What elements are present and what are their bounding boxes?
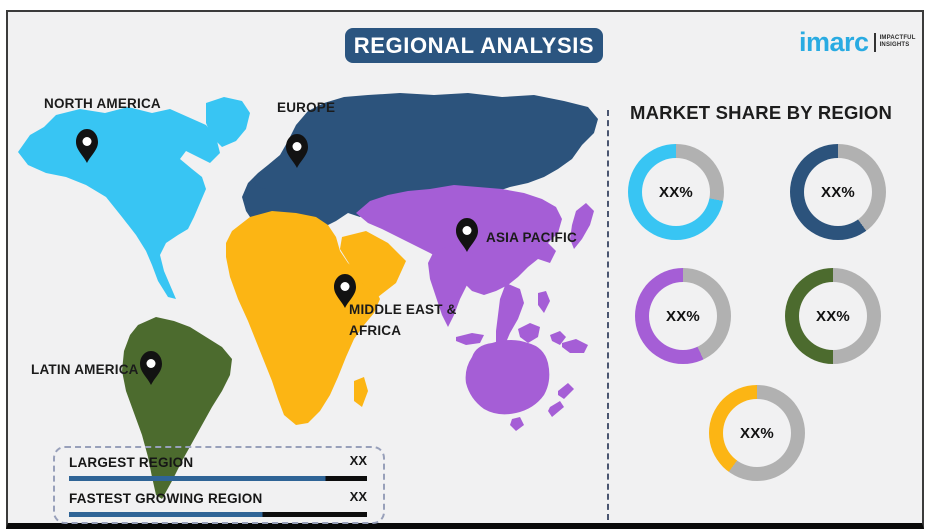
region-north-america (18, 107, 220, 299)
region-greenland (206, 97, 250, 147)
world-map (18, 93, 598, 499)
logo-tagline: IMPACTFUL INSIGHTS (879, 35, 916, 48)
logo-divider (873, 32, 876, 52)
donut-north-america: XX% (628, 144, 724, 240)
pin-north-america-icon (76, 129, 98, 163)
legend-row-fastest-growing-region: FASTEST GROWING REGION XX (69, 489, 367, 521)
donut-latin-america: XX% (785, 268, 881, 364)
region-australia (465, 340, 550, 415)
label-middle-east-africa: MIDDLE EAST & AFRICA (349, 302, 457, 338)
legend-row-largest-region: LARGEST REGION XX (69, 453, 367, 485)
pin-middle-east-africa-icon (334, 274, 356, 308)
map-pins (76, 129, 478, 385)
region-africa (226, 211, 380, 425)
label-asia-pacific: ASIA PACIFIC (486, 230, 577, 245)
page-title: REGIONAL ANALYSIS (353, 32, 595, 58)
region-new-zealand-south (548, 401, 564, 417)
panel-separator (607, 110, 609, 520)
donut-europe: XX% (790, 144, 886, 240)
donut-asia-pacific: XX% (635, 268, 731, 364)
pin-europe-icon (286, 134, 308, 168)
imarc-logo: imarc IMPACTFUL INSIGHTS (799, 27, 916, 57)
imarc-wordmark: imarc (799, 27, 869, 57)
pin-asia-pacific-icon (456, 218, 478, 252)
donut-value: XX% (821, 183, 855, 201)
donut-value: XX% (740, 424, 774, 442)
label-europe: EUROPE (277, 100, 336, 115)
donut-value: XX% (659, 183, 693, 201)
legend-value: XX (349, 453, 367, 468)
region-sulawesi (550, 331, 566, 345)
region-india (428, 245, 476, 327)
label-north-america: NORTH AMERICA (44, 96, 161, 111)
region-europe (242, 93, 598, 237)
region-borneo (518, 323, 540, 343)
region-uk (254, 171, 272, 189)
title-banner: REGIONAL ANALYSIS (345, 28, 603, 63)
legend-label: LARGEST REGION (69, 455, 194, 470)
region-sumatra (456, 333, 484, 345)
legend-bar-largest-region (69, 476, 367, 481)
region-new-zealand-north (558, 383, 574, 399)
region-japan (570, 203, 594, 249)
donut-middle-east-africa: XX% (709, 385, 805, 481)
legend-label: FASTEST GROWING REGION (69, 491, 263, 506)
region-arabia (340, 231, 406, 297)
region-tasmania (510, 417, 524, 431)
region-madagascar (354, 377, 368, 407)
donut-value: XX% (816, 307, 850, 325)
region-indochina (496, 283, 524, 359)
legend-box: LARGEST REGION XX FASTEST GROWING REGION… (53, 446, 385, 524)
legend-value: XX (349, 489, 367, 504)
region-new-guinea (562, 339, 588, 353)
region-philippines (538, 291, 550, 313)
region-asia (356, 185, 562, 295)
donut-value: XX% (666, 307, 700, 325)
market-share-heading: MARKET SHARE BY REGION (629, 102, 893, 123)
pin-latin-america-icon (140, 351, 162, 385)
label-latin-america: LATIN AMERICA (31, 362, 139, 377)
legend-bar-fastest-growing-region (69, 512, 367, 517)
